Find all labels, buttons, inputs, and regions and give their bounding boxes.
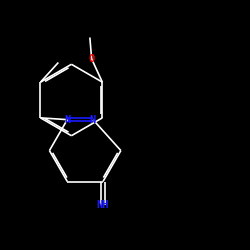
Text: NH: NH (97, 200, 109, 210)
Text: N: N (90, 115, 96, 125)
Text: O: O (88, 54, 95, 64)
Text: N: N (64, 115, 70, 125)
